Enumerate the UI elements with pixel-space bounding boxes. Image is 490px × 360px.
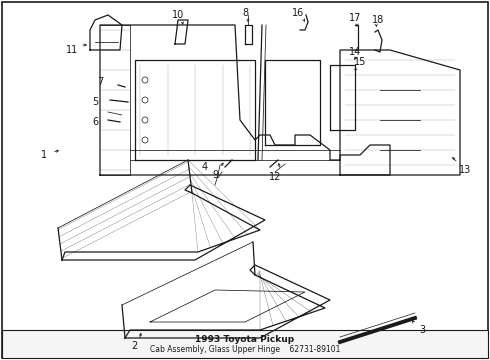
Text: 9: 9 [212,170,218,180]
Text: 14: 14 [349,47,361,57]
Text: 4: 4 [202,162,208,172]
Text: 1993 Toyota Pickup: 1993 Toyota Pickup [196,336,294,345]
Text: 16: 16 [292,8,304,18]
Text: 15: 15 [354,57,366,67]
Text: 8: 8 [242,8,248,18]
Text: 17: 17 [349,13,361,23]
Text: 3: 3 [419,325,425,335]
Text: 2: 2 [131,341,137,351]
Text: 11: 11 [66,45,78,55]
Bar [2,330,488,358]
Text: 5: 5 [92,97,98,107]
Text: 1: 1 [41,150,47,160]
Text: 12: 12 [269,172,281,182]
Text: 7: 7 [97,77,103,87]
Text: 13: 13 [459,165,471,175]
Text: 6: 6 [92,117,98,127]
Text: Cab Assembly, Glass Upper Hinge    62731-89101: Cab Assembly, Glass Upper Hinge 62731-89… [150,345,340,354]
Text: 18: 18 [372,15,384,25]
Text: 10: 10 [172,10,184,20]
